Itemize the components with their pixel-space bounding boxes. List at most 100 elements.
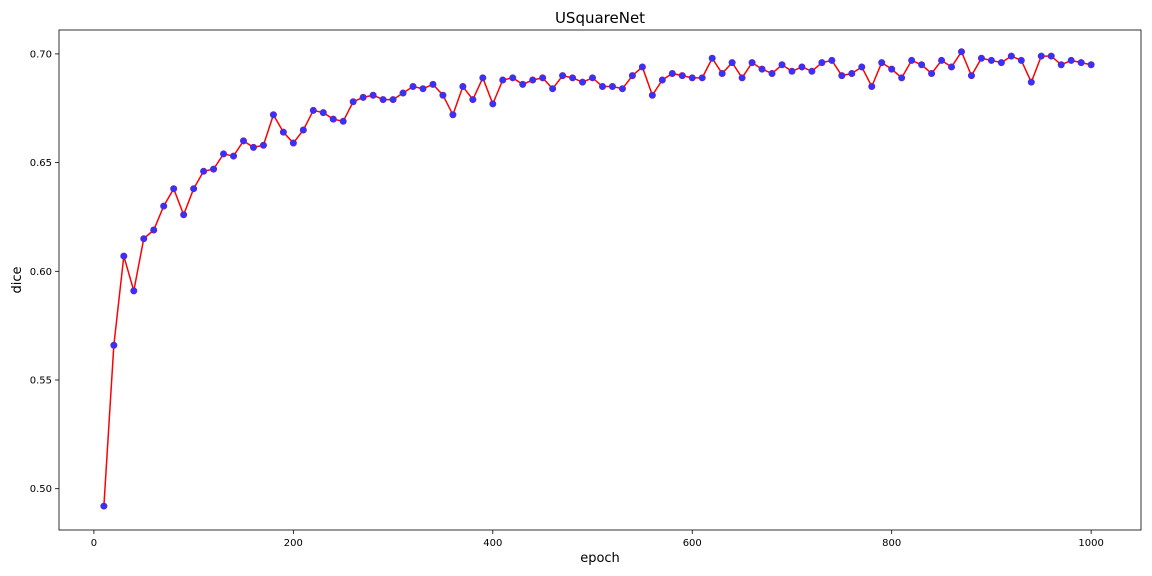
data-point (898, 74, 906, 82)
data-point (190, 185, 198, 193)
data-point (160, 202, 168, 210)
x-axis-label: epoch (580, 551, 620, 566)
data-point (638, 63, 646, 71)
data-point (718, 69, 726, 77)
data-points (100, 48, 1095, 510)
data-point (269, 111, 277, 119)
data-point (798, 63, 806, 71)
data-point (818, 59, 826, 67)
data-point (479, 74, 487, 82)
y-tick-label: 0.65 (30, 158, 52, 169)
x-tick-label: 800 (882, 538, 901, 549)
data-point (140, 235, 148, 243)
data-point (569, 74, 577, 82)
data-point (459, 83, 467, 91)
data-point (758, 65, 766, 73)
data-point (180, 211, 188, 219)
data-point (768, 69, 776, 77)
data-point (618, 85, 626, 93)
data-point (359, 93, 367, 101)
data-point (429, 80, 437, 88)
data-point (399, 89, 407, 97)
data-point (967, 72, 975, 80)
x-tick-label: 600 (683, 538, 702, 549)
data-point (1017, 56, 1025, 64)
data-point (279, 128, 287, 136)
data-point (938, 56, 946, 64)
data-point (658, 76, 666, 84)
x-tick-label: 1000 (1078, 538, 1103, 549)
data-point (120, 252, 128, 260)
data-point (1057, 61, 1065, 69)
data-point (230, 152, 238, 160)
data-point (598, 83, 606, 91)
data-point (1077, 59, 1085, 67)
data-point (469, 96, 477, 104)
data-point (419, 85, 427, 93)
data-point (928, 69, 936, 77)
data-point (259, 141, 267, 149)
data-point (868, 83, 876, 91)
y-axis: 0.50 0.55 0.60 0.65 0.70 (30, 49, 59, 495)
data-point (519, 80, 527, 88)
data-point (200, 167, 208, 175)
data-point (509, 74, 517, 82)
data-point (668, 69, 676, 77)
data-point (918, 61, 926, 69)
data-point (339, 117, 347, 125)
data-point (748, 59, 756, 67)
data-point (908, 56, 916, 64)
data-point (110, 341, 118, 349)
data-point (449, 111, 457, 119)
data-point (499, 76, 507, 84)
data-point (220, 150, 228, 158)
data-point (299, 126, 307, 134)
data-point (628, 72, 636, 80)
data-point (539, 74, 547, 82)
data-point (858, 63, 866, 71)
data-point (1027, 78, 1035, 86)
plot-area (58, 29, 1142, 531)
data-point (987, 56, 995, 64)
y-axis-label: dice (10, 266, 25, 293)
data-point (738, 74, 746, 82)
data-point (997, 59, 1005, 67)
data-point (838, 72, 846, 80)
chart-title: USquareNet (555, 9, 645, 27)
data-point (977, 54, 985, 62)
data-point (688, 74, 696, 82)
data-point (648, 91, 656, 99)
data-point (409, 83, 417, 91)
data-point (489, 100, 497, 108)
x-tick-label: 0 (91, 538, 97, 549)
data-point (319, 109, 327, 117)
data-point (559, 72, 567, 80)
data-point (150, 226, 158, 234)
data-point (130, 287, 138, 295)
data-point (389, 96, 397, 104)
x-tick-label: 200 (284, 538, 303, 549)
data-point (239, 137, 247, 145)
data-point (289, 139, 297, 147)
data-point (369, 91, 377, 99)
y-tick-label: 0.55 (30, 376, 52, 387)
data-point (788, 67, 796, 75)
data-point (848, 69, 856, 77)
data-point (1007, 52, 1015, 60)
y-tick-label: 0.50 (30, 484, 52, 495)
data-point (329, 115, 337, 123)
data-point (698, 74, 706, 82)
data-point (349, 98, 357, 106)
data-point (608, 83, 616, 91)
x-axis: 0 200 400 600 800 1000 (91, 530, 1104, 549)
data-point (948, 63, 956, 71)
data-point (957, 48, 965, 56)
data-point (529, 76, 537, 84)
data-point (1087, 61, 1095, 69)
data-point (1067, 56, 1075, 64)
data-point (728, 59, 736, 67)
y-tick-label: 0.70 (30, 49, 52, 60)
data-point (100, 502, 108, 510)
data-point (678, 72, 686, 80)
data-point (778, 61, 786, 69)
